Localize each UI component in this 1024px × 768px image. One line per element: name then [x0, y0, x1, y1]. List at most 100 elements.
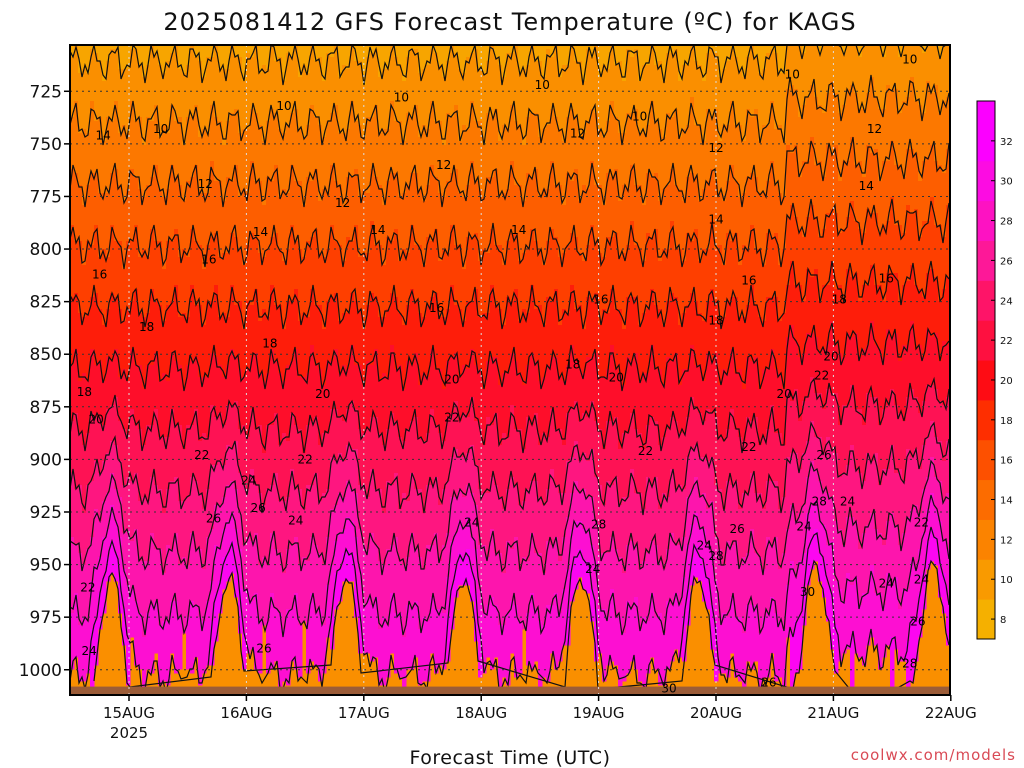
heatmap-cell [734, 373, 739, 430]
contour-label: 14 [253, 225, 268, 239]
heatmap-cell [858, 473, 863, 550]
heatmap-cell [702, 565, 707, 602]
heatmap-cell [150, 229, 155, 290]
heatmap-cell [930, 385, 935, 422]
heatmap-cell [862, 45, 867, 110]
heatmap-cell [558, 77, 563, 130]
heatmap-cell [674, 185, 679, 250]
heatmap-cell [486, 493, 491, 558]
heatmap-cell [598, 609, 603, 654]
heatmap-cell [582, 373, 587, 414]
heatmap-cell [518, 321, 523, 374]
heatmap-cell [446, 577, 451, 618]
heatmap-cell [906, 641, 911, 694]
heatmap-cell [806, 161, 811, 218]
heatmap-cell [438, 45, 443, 66]
heatmap-cell [598, 129, 603, 186]
heatmap-cell [750, 117, 755, 174]
heatmap-cell [74, 413, 79, 490]
heatmap-cell [934, 537, 939, 566]
heatmap-cell [314, 229, 319, 306]
heatmap-cell [118, 241, 123, 310]
heatmap-cell [886, 573, 891, 646]
heatmap-cell [378, 133, 383, 186]
heatmap-cell [394, 421, 399, 474]
heatmap-cell [606, 553, 611, 618]
contour-label: 30 [800, 585, 815, 599]
heatmap-cell [318, 253, 323, 306]
heatmap-cell [154, 45, 159, 54]
heatmap-cell [398, 561, 403, 614]
heatmap-cell [150, 121, 155, 178]
heatmap-cell [746, 417, 751, 494]
heatmap-cell [222, 497, 227, 530]
heatmap-cell [734, 125, 739, 182]
heatmap-cell [470, 237, 475, 302]
heatmap-cell [886, 273, 891, 330]
heatmap-cell [846, 45, 851, 90]
heatmap-cell [594, 521, 599, 562]
heatmap-cell [410, 117, 415, 174]
heatmap-cell [918, 413, 923, 470]
heatmap-cell [326, 489, 331, 538]
heatmap-cell [674, 489, 679, 546]
heatmap-cell [490, 597, 495, 670]
heatmap-cell [854, 521, 859, 578]
heatmap-cell [282, 329, 287, 382]
heatmap-cell [730, 101, 735, 166]
heatmap-cell [630, 609, 635, 662]
heatmap-cell [474, 49, 479, 122]
heatmap-cell [478, 369, 483, 426]
heatmap-cell [198, 45, 203, 62]
heatmap-cell [242, 377, 247, 426]
heatmap-cell [498, 497, 503, 554]
heatmap-cell [118, 45, 123, 70]
heatmap-cell [430, 409, 435, 486]
heatmap-cell [710, 361, 715, 414]
heatmap-cell [606, 45, 611, 70]
heatmap-cell [538, 305, 543, 382]
heatmap-cell [578, 493, 583, 522]
heatmap-cell [470, 537, 475, 570]
heatmap-cell [230, 541, 235, 574]
heatmap-cell [878, 285, 883, 350]
heatmap-cell [274, 61, 279, 114]
heatmap-cell [750, 473, 755, 530]
heatmap-cell [790, 85, 795, 154]
heatmap-cell [194, 357, 199, 410]
heatmap-cell [218, 549, 223, 582]
heatmap-cell [470, 53, 475, 102]
heatmap-cell [442, 249, 447, 318]
heatmap-cell [690, 173, 695, 242]
heatmap-cell [542, 377, 547, 434]
heatmap-cell [458, 309, 463, 378]
heatmap-cell [214, 465, 219, 506]
heatmap-cell [474, 505, 479, 550]
heatmap-cell [470, 161, 475, 238]
heatmap-cell [118, 497, 123, 538]
heatmap-cell [282, 381, 287, 434]
heatmap-cell [122, 533, 127, 570]
heatmap-cell [618, 617, 623, 690]
heatmap-cell [942, 461, 947, 502]
heatmap-cell [454, 401, 459, 450]
contour-label: 22 [80, 581, 95, 595]
heatmap-cell [918, 469, 923, 514]
heatmap-cell [854, 333, 859, 410]
heatmap-cell [770, 597, 775, 654]
heatmap-cell [698, 529, 703, 558]
heatmap-cell [382, 69, 387, 130]
heatmap-cell [526, 613, 531, 666]
heatmap-cell [338, 45, 343, 78]
heatmap-cell [258, 45, 263, 74]
heatmap-cell [522, 449, 527, 502]
heatmap-cell [314, 613, 319, 666]
heatmap-cell [106, 493, 111, 530]
heatmap-cell [238, 249, 243, 302]
heatmap-cell [898, 545, 903, 610]
heatmap-cell [70, 613, 75, 670]
heatmap-cell [422, 201, 427, 266]
heatmap-cell [498, 445, 503, 498]
heatmap-cell [278, 305, 283, 374]
credit-text: coolwx.com/models [851, 746, 1016, 764]
